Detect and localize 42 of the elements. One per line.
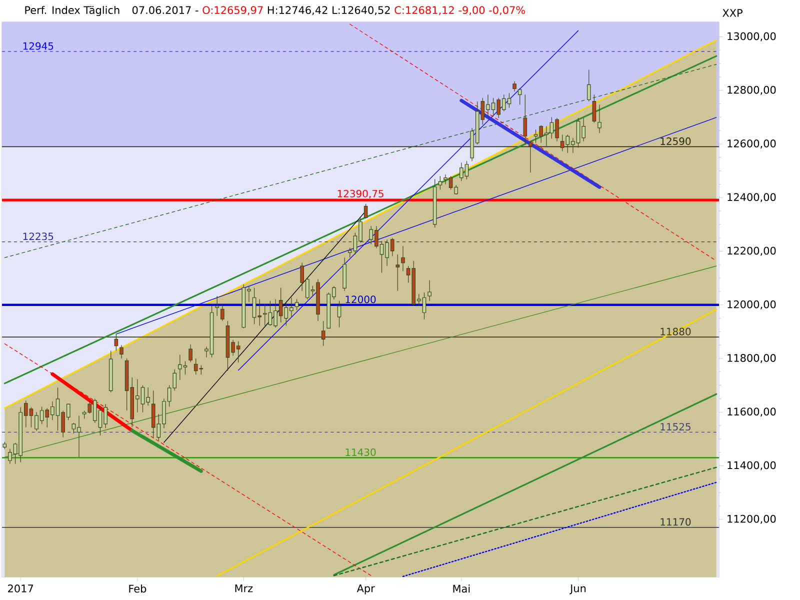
ref-line-label: 11170 [660, 518, 691, 526]
ref-line-label: 12590 [660, 137, 691, 145]
y-tick-label: 11600,00 [728, 408, 776, 417]
y-tick-label: 12400,00 [728, 193, 776, 202]
text: -0,07% [489, 6, 526, 16]
text: O:12659,97 [202, 6, 263, 16]
text: H:12746,42 [268, 6, 328, 16]
candlestick [396, 254, 400, 292]
ref-line-label: 12945 [23, 42, 54, 50]
y-tick-label: 12000,00 [728, 300, 776, 310]
text: C:12681,12 [394, 6, 454, 16]
ref-line-label: 12235 [23, 232, 54, 240]
candlestick [342, 257, 346, 292]
y-axis-title: XXP [722, 9, 742, 17]
candlestick [512, 80, 516, 92]
x-tick-label: Jun [570, 584, 586, 594]
ref-line-label: 12390,75 [338, 190, 384, 198]
x-tick-label: Feb [129, 584, 146, 593]
x-tick-label: Mrz [235, 584, 253, 592]
ref-line-label: 12000 [346, 296, 376, 304]
y-tick-label: 12200,00 [728, 246, 776, 256]
y-tick-label: 11800,00 [728, 354, 776, 363]
y-tick-label: 13000,00 [728, 32, 776, 42]
chart-title: Perf. Index Täglich [25, 6, 120, 16]
y-tick-label: 12800,00 [728, 86, 776, 95]
x-tick-label: Apr [356, 584, 375, 594]
candlestick [401, 246, 405, 272]
y-tick-label: 11200,00 [728, 514, 776, 524]
text: -9,00 [458, 6, 485, 16]
ref-line-label: 11525 [660, 422, 690, 431]
candlestick [120, 344, 124, 359]
candlestick [188, 344, 192, 363]
x-tick-label: Mai [453, 584, 470, 593]
y-tick-label: 12600,00 [728, 139, 776, 148]
x-tick-label: 2017 [8, 584, 33, 592]
candlestick [598, 104, 602, 134]
chart-subtitle: 07.06.2017 - [132, 6, 198, 14]
candlestick [428, 280, 432, 302]
candlestick [528, 141, 532, 173]
y-tick-label: 11400,00 [728, 461, 776, 470]
ref-line-label: 11430 [346, 448, 376, 456]
text: L:12640,52 [332, 6, 390, 16]
